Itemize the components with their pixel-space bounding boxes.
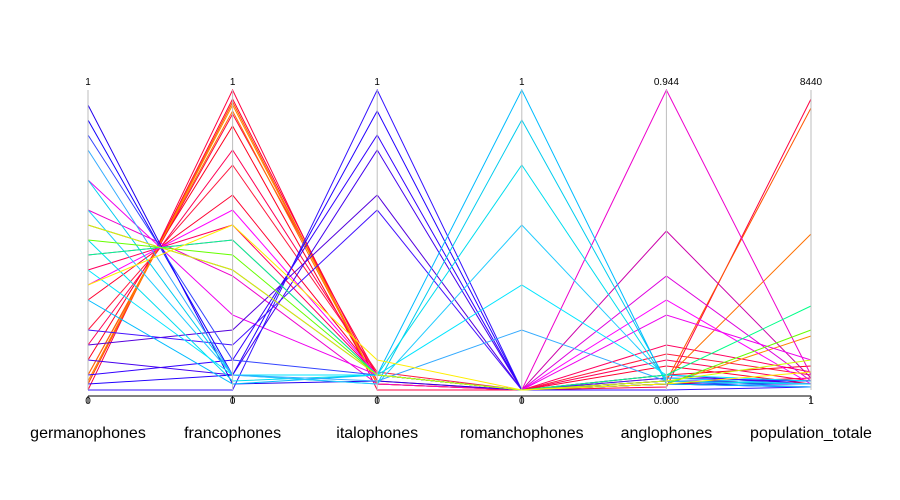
axes xyxy=(87,90,812,403)
axis-name-francophones: francophones xyxy=(184,425,281,442)
series-line-4 xyxy=(87,164,812,391)
axis-name-germanophones: germanophones xyxy=(30,425,146,442)
axis-max-label-anglophones: 0.944 xyxy=(654,77,679,88)
axis-name-population_totale: population_totale xyxy=(750,425,872,442)
labels: 1 0 germanophones 1 0 francophones 1 0 italophon… xyxy=(30,77,872,442)
series-line-22 xyxy=(87,104,811,391)
axis-name-anglophones: anglophones xyxy=(621,425,713,442)
series-line-34 xyxy=(87,224,812,391)
axis-min-label-italophones: 0 xyxy=(374,396,380,407)
series-line-19 xyxy=(87,194,812,391)
series-line-26 xyxy=(87,88,812,388)
series-line-7 xyxy=(87,88,812,391)
series-line-33 xyxy=(87,224,812,391)
series-line-15 xyxy=(87,179,812,391)
axis-min-label-romanchophones: 0 xyxy=(519,396,525,407)
axis-min-label-anglophones: 0.000 xyxy=(654,396,679,407)
axis-max-label-germanophones: 1 xyxy=(85,77,91,88)
series-line-11 xyxy=(87,88,812,391)
series-line-25 xyxy=(87,118,812,385)
axis-max-label-francophones: 1 xyxy=(230,77,236,88)
series-line-29 xyxy=(87,269,812,382)
axis-max-label-population_totale: 8440 xyxy=(800,77,823,88)
axis-max-label-italophones: 1 xyxy=(374,77,380,88)
axis-max-label-romanchophones: 1 xyxy=(519,77,525,88)
series-line-28 xyxy=(87,209,812,385)
series-line-27 xyxy=(87,164,812,385)
axis-name-italophones: italophones xyxy=(336,425,418,442)
axis-min-label-germanophones: 0 xyxy=(85,396,91,407)
series-lines xyxy=(87,88,812,391)
series-line-20 xyxy=(88,88,812,391)
axis-min-label-population_totale: 1 xyxy=(808,396,814,407)
series-line-10 xyxy=(87,103,812,391)
series-line-8 xyxy=(87,100,812,391)
axis-min-label-francophones: 0 xyxy=(230,396,236,407)
axis-name-romanchophones: romanchophones xyxy=(460,425,584,442)
